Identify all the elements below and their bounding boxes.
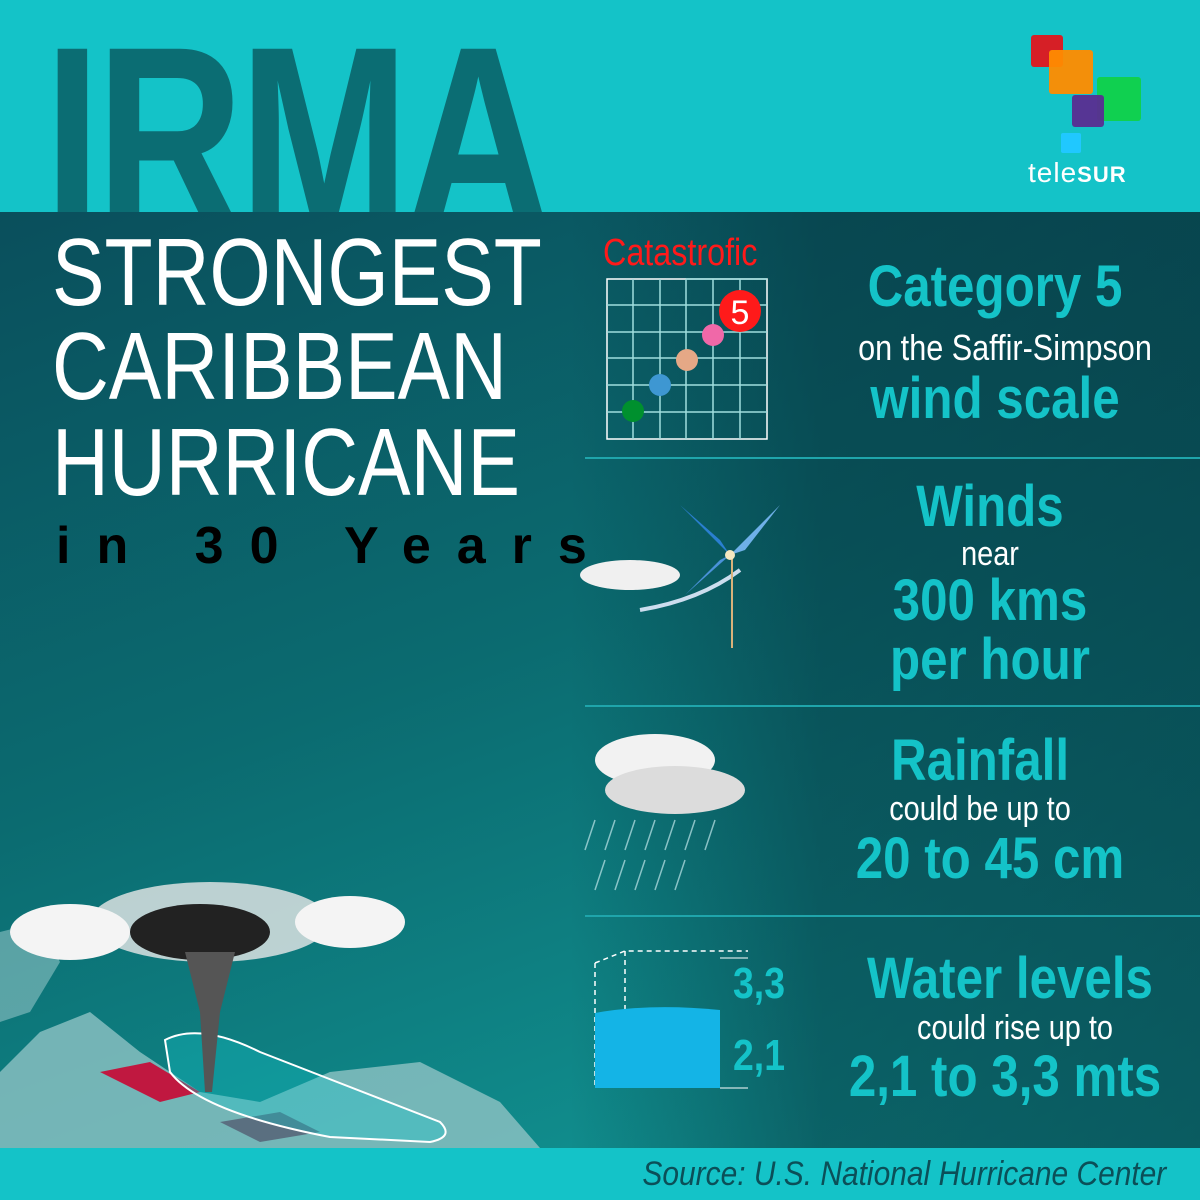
headline-line1: STRONGEST: [52, 219, 542, 326]
category-dot-4: [702, 324, 724, 346]
divider: [585, 915, 1200, 917]
footer-band: Source: U.S. National Hurricane Center: [0, 1148, 1200, 1200]
water-mark-low: 2,1: [733, 1031, 785, 1080]
category-grid-chart: 5: [606, 278, 768, 440]
rain-cloud-icon: [584, 734, 745, 891]
headline-line3: HURRICANE: [52, 409, 520, 516]
headline-line4: in 30 Years: [56, 517, 613, 575]
telesur-logo: [1031, 35, 1141, 153]
divider: [585, 457, 1200, 459]
category-5-badge: [719, 290, 761, 332]
category-dot-3: [676, 349, 698, 371]
header-band: IRMA teleSUR: [0, 0, 1200, 212]
water-mark-high: 3,3: [733, 959, 785, 1008]
water-value: 2,1 to 3,3 mts: [848, 1044, 1162, 1109]
category-title2: wind scale: [870, 366, 1120, 431]
winds-value2: per hour: [890, 627, 1090, 692]
stats-column-bg: [570, 212, 1200, 1148]
catastrofic-label: Catastrofic: [603, 232, 758, 274]
telesur-logo-text: teleSUR: [1028, 157, 1127, 188]
divider: [585, 705, 1200, 707]
water-level-icon: [594, 950, 748, 1089]
winds-title: Winds: [916, 474, 1064, 539]
pinwheel-icon: [580, 505, 780, 648]
water-title: Water levels: [867, 946, 1153, 1011]
caribbean-map: [0, 882, 540, 1148]
category-5-badge-text: 5: [731, 294, 750, 332]
winds-value: 300 kms: [892, 568, 1088, 633]
rainfall-subtitle: could be up to: [889, 790, 1071, 828]
category-subtitle: on the Saffir-Simpson: [858, 327, 1152, 368]
source-text: Source: U.S. National Hurricane Center: [642, 1155, 1166, 1193]
category-title: Category 5: [867, 254, 1123, 319]
rainfall-title: Rainfall: [890, 728, 1070, 793]
headline-line2: CARIBBEAN: [52, 313, 507, 420]
winds-subtitle: near: [961, 535, 1019, 573]
category-dot-1: [622, 400, 644, 422]
rainfall-value: 20 to 45 cm: [855, 826, 1125, 891]
water-subtitle: could rise up to: [916, 1009, 1114, 1047]
category-dot-2: [649, 374, 671, 396]
title: IRMA: [44, 8, 548, 212]
